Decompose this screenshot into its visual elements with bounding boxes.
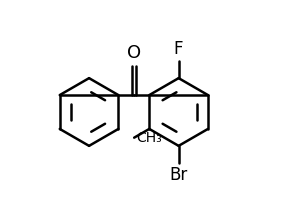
Text: O: O bbox=[127, 44, 141, 62]
Text: F: F bbox=[174, 40, 183, 58]
Text: Br: Br bbox=[169, 166, 188, 184]
Text: CH₃: CH₃ bbox=[136, 131, 162, 145]
